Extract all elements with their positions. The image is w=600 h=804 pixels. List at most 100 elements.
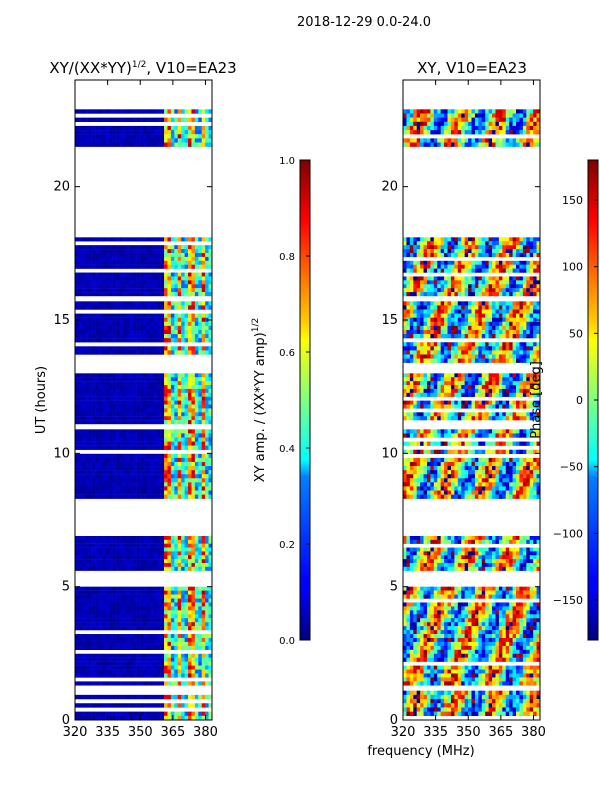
heatmap-cell <box>506 658 510 662</box>
heatmap-cell <box>509 712 513 716</box>
heatmap-cell <box>137 703 141 707</box>
heatmap-cell <box>147 540 151 544</box>
heatmap-cell <box>406 634 410 638</box>
heatmap-cell <box>130 559 134 563</box>
heatmap-cell <box>85 602 89 606</box>
heatmap-cell <box>167 626 171 630</box>
heatmap-cell <box>167 405 171 409</box>
heatmap-cell <box>82 712 86 716</box>
heatmap-cell <box>427 699 431 703</box>
heatmap-cell <box>164 433 168 437</box>
heatmap-cell <box>444 602 448 606</box>
heatmap-cell <box>150 322 154 326</box>
heatmap-cell <box>137 442 141 446</box>
heatmap-cell <box>116 408 120 412</box>
heatmap-cell <box>157 454 161 458</box>
heatmap-cell <box>133 134 137 138</box>
heatmap-cell <box>499 614 503 618</box>
heatmap-cell <box>420 587 424 591</box>
heatmap-cell <box>120 587 124 591</box>
heatmap-cell <box>424 622 428 626</box>
heatmap-cell <box>519 646 523 650</box>
heatmap-cell <box>161 118 165 122</box>
heatmap-cell <box>448 650 452 654</box>
heatmap-cell <box>85 326 89 330</box>
heatmap-cell <box>461 606 465 610</box>
heatmap-cell <box>482 699 486 703</box>
heatmap-cell <box>137 567 141 571</box>
heatmap-cell <box>89 405 93 409</box>
heatmap-cell <box>526 618 530 622</box>
heatmap-cell <box>106 334 110 338</box>
heatmap-cell <box>78 134 82 138</box>
heatmap-cell <box>174 257 178 261</box>
heatmap-cell <box>144 442 148 446</box>
heatmap-cell <box>99 595 103 599</box>
heatmap-cell <box>437 691 441 695</box>
heatmap-cell <box>181 563 185 567</box>
heatmap-cell <box>109 138 113 142</box>
heatmap-cell <box>461 650 465 654</box>
x-tick-label: 350 <box>128 725 153 740</box>
heatmap-cell <box>113 478 117 482</box>
heatmap-cell <box>154 670 158 674</box>
heatmap-cell <box>154 654 158 658</box>
heatmap-cell <box>406 614 410 618</box>
heatmap-cell <box>161 458 165 462</box>
heatmap-cell <box>150 346 154 350</box>
heatmap-cell <box>448 618 452 622</box>
heatmap-cell <box>475 654 479 658</box>
heatmap-cell <box>161 567 165 571</box>
heatmap-cell <box>205 393 209 397</box>
heatmap-cell <box>174 622 178 626</box>
heatmap-cell <box>164 338 168 342</box>
heatmap-cell <box>92 257 96 261</box>
heatmap-cell <box>178 350 182 354</box>
heatmap-cell <box>144 138 148 142</box>
heatmap-cell <box>99 703 103 707</box>
heatmap-cell <box>174 305 178 309</box>
heatmap-cell <box>181 314 185 318</box>
heatmap-cell <box>205 614 209 618</box>
heatmap-cell <box>109 276 113 280</box>
heatmap-cell <box>144 318 148 322</box>
heatmap-cell <box>140 462 144 466</box>
heatmap-cell <box>130 273 134 277</box>
heatmap-cell <box>140 606 144 610</box>
heatmap-cell <box>202 338 206 342</box>
heatmap-cell <box>191 446 195 450</box>
heatmap-cell <box>441 703 445 707</box>
heatmap-cell <box>157 280 161 284</box>
heatmap-cell <box>205 405 209 409</box>
heatmap-cell <box>161 658 165 662</box>
heatmap-cell <box>174 482 178 486</box>
heatmap-cell <box>195 318 199 322</box>
heatmap-cell <box>526 691 530 695</box>
heatmap-cell <box>157 591 161 595</box>
heatmap-cell <box>140 305 144 309</box>
heatmap-cell <box>106 587 110 591</box>
heatmap-cell <box>185 540 189 544</box>
heatmap-cell <box>420 670 424 674</box>
heatmap-cell <box>164 482 168 486</box>
heatmap-cell <box>92 474 96 478</box>
heatmap-cell <box>126 143 130 147</box>
heatmap-cell <box>133 237 137 241</box>
heatmap-cell <box>96 622 100 626</box>
heatmap-cell <box>123 462 127 466</box>
heatmap-cell <box>424 595 428 599</box>
heatmap-cell <box>75 134 79 138</box>
heatmap-cell <box>82 495 86 499</box>
heatmap-cell <box>171 401 175 405</box>
heatmap-cell <box>181 397 185 401</box>
heatmap-cell <box>99 350 103 354</box>
heatmap-cell <box>130 642 134 646</box>
heatmap-cell <box>424 591 428 595</box>
heatmap-cell <box>85 555 89 559</box>
heatmap-cell <box>458 712 462 716</box>
heatmap-cell <box>157 405 161 409</box>
heatmap-cell <box>116 563 120 567</box>
heatmap-cell <box>130 482 134 486</box>
heatmap-cell <box>164 673 168 677</box>
heatmap-cell <box>205 458 209 462</box>
